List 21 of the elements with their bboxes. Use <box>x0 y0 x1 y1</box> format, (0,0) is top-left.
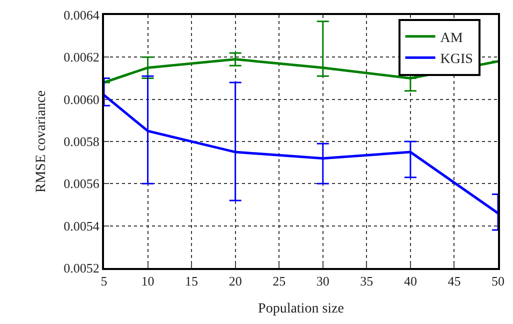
y-tick-label: 0.0054 <box>64 218 100 234</box>
y-tick-label: 0.0060 <box>64 92 100 107</box>
x-tick-label: 45 <box>448 274 461 289</box>
y-tick-label: 0.0056 <box>64 176 100 192</box>
x-tick-label: 15 <box>185 274 198 289</box>
x-tick-label: 30 <box>316 274 330 289</box>
y-axis-title: RMSE covariance <box>34 90 49 193</box>
legend-label: KGIS <box>440 52 473 68</box>
x-tick-label: 10 <box>141 274 154 289</box>
y-tick-label: 0.0058 <box>64 134 100 150</box>
x-tick-label: 5 <box>100 274 108 289</box>
x-tick-label: 20 <box>228 274 242 289</box>
y-tick-label: 0.0064 <box>64 8 100 23</box>
x-tick-label: 35 <box>360 274 374 289</box>
legend-label: AM <box>440 30 464 46</box>
y-tick-label: 0.0062 <box>64 50 100 65</box>
x-axis-title: Population size <box>258 301 344 316</box>
x-tick-label: 50 <box>492 274 504 289</box>
y-tick-label: 0.0052 <box>64 260 100 276</box>
x-tick-label: 25 <box>272 274 286 289</box>
x-tick-label: 40 <box>404 274 417 289</box>
